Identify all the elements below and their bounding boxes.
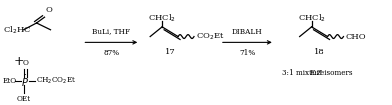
Text: CHCl$_2$: CHCl$_2$ (298, 12, 326, 24)
Text: 71%: 71% (239, 49, 256, 57)
Text: 87%: 87% (103, 49, 119, 57)
Text: isomers: isomers (321, 69, 352, 77)
Text: CO$_2$Et: CO$_2$Et (196, 31, 225, 42)
Text: 17: 17 (165, 48, 176, 56)
Text: 3:1 mixture: 3:1 mixture (282, 69, 326, 77)
Text: BuLi, THF: BuLi, THF (92, 28, 130, 36)
Text: O: O (22, 59, 28, 67)
Text: CH$_2$CO$_2$Et: CH$_2$CO$_2$Et (36, 76, 76, 86)
Text: OEt: OEt (16, 95, 31, 103)
Text: +: + (13, 55, 24, 68)
Text: CHCl$_2$: CHCl$_2$ (148, 12, 176, 24)
Text: EtO: EtO (3, 77, 17, 85)
Text: E:Z: E:Z (310, 69, 322, 77)
Text: Cl$_2$HC: Cl$_2$HC (3, 24, 31, 35)
Text: DIBALH: DIBALH (232, 28, 263, 36)
Text: CHO: CHO (345, 33, 366, 41)
Text: 18: 18 (314, 48, 325, 56)
Text: $\dot{P}$: $\dot{P}$ (21, 74, 29, 89)
Text: O: O (45, 6, 53, 14)
